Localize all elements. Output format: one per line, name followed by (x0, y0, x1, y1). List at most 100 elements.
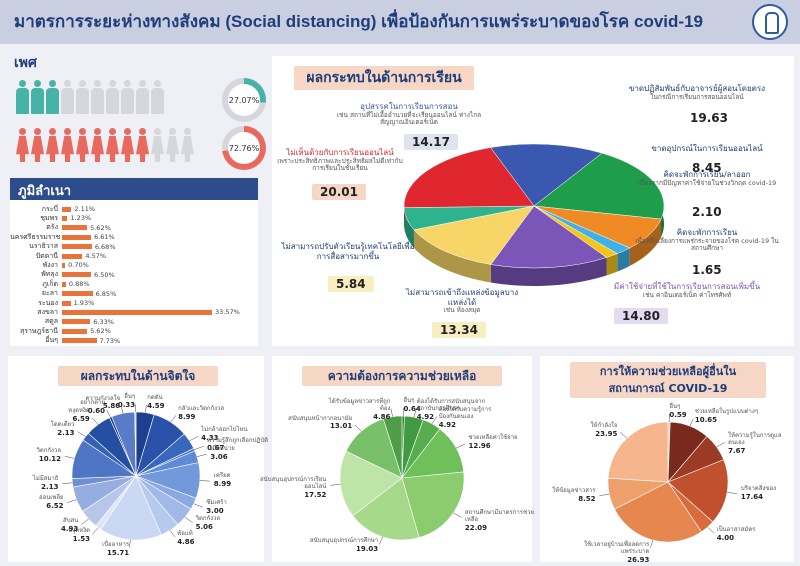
mental-leader-line (92, 417, 99, 425)
needs-slice-value: 12.96 (468, 442, 491, 451)
mental-slice-name: ซึมเศร้า (206, 499, 227, 507)
help-leader-line (727, 492, 737, 494)
province-bar (62, 244, 92, 250)
mental-slice-value: 10.12 (38, 454, 62, 463)
mental-slice-label: หงุดหงิด 1.53 (20, 527, 90, 543)
education-label: ไม่สามารถปรับตัวเรียนรู้เทคโนโลยีเพื่อกา… (278, 242, 418, 261)
mental-slice-name: สับสน (63, 516, 79, 524)
province-row: นครศรีธรรมราช 6.61% (10, 232, 115, 242)
mental-slice-value: 8.99 (213, 480, 232, 489)
mental-slice-value: 3.06 (210, 452, 228, 461)
female-person-icon (16, 128, 29, 162)
help-slice-value: 23.95 (595, 429, 618, 438)
education-slice (490, 205, 608, 269)
province-bar (62, 281, 66, 287)
education-slice (413, 205, 535, 265)
mental-slice-value: 0.60 (87, 406, 106, 415)
help-slice-name: เป็นอาสาสมัคร (716, 525, 756, 533)
mental-slice-name: โดดเดี่ยว (50, 421, 75, 429)
education-label-main: ขาดอุปกรณ์ในการเรียนออนไลน์ (651, 144, 763, 153)
education-value: 5.84 (328, 276, 374, 292)
province-chart: กระบี่ 2.11% ชุมพร 1.23% ตรัง 5.62% นครศรีธรรม… (10, 200, 258, 346)
education-value: 14.80 (614, 308, 668, 324)
province-name: นครศรีธรรมราช (10, 232, 61, 241)
mental-slice-value: 5.86 (102, 402, 121, 411)
mental-leader-line (77, 431, 86, 437)
mental-slice-label: สับสน 4.93 (8, 516, 79, 533)
mental-leader-line (64, 455, 75, 459)
mental-slice-name: อยากตาย (80, 399, 106, 407)
needs-panel: ความต้องการความช่วยเหลือ อื่นๆ 0.64 ต้องได… (260, 356, 534, 562)
mental-slice-name: ไม่กล้าออกไปไหน (201, 426, 248, 434)
education-value: 14.17 (404, 134, 458, 150)
help-slice-label: ให้กำลังใจ 23.95 (547, 421, 618, 438)
needs-slice-value: 19.03 (356, 545, 379, 554)
education-label-sub: เพื่อหลีกเลี่ยงการแพร่กระจายของโรค covid… (635, 236, 779, 253)
education-label-main: ไม่เห็นด้วยกับการเรียนออนไลน์ (286, 148, 394, 157)
province-name: อื่นๆ (45, 336, 58, 345)
mental-slice-name: เบื่อหน่าย (210, 444, 235, 452)
help-leader-line (650, 539, 654, 548)
needs-slice-name: สนับสนุนอุปกรณ์การเรียนออนไลน์ (260, 476, 327, 491)
education-value: 1.65 (692, 263, 722, 277)
education-panel: ผลกระทบในด้านการเรียน ขาดปฏิสัมพันธ์กับอ… (272, 56, 794, 346)
education-value: 8.45 (692, 161, 722, 175)
mental-leader-line (194, 446, 204, 450)
help-slice-name: ให้กำลังใจ (590, 421, 618, 429)
mental-leader-line (196, 453, 207, 457)
province-bar (62, 300, 71, 306)
province-name: สงขลา (37, 307, 58, 316)
education-label: คิดจะพักการเรียน/ลาออก เนื่องจากมีปัญหาค่… (632, 170, 782, 187)
needs-leader-line (330, 484, 341, 486)
help-leader-line (716, 442, 725, 448)
mental-slice-name: หงุดหงิด (68, 407, 90, 415)
province-row: อื่นๆ 7.73% (10, 336, 120, 346)
needs-leader-line (431, 416, 437, 424)
mental-leader-line (92, 527, 99, 535)
mental-pie (62, 404, 210, 548)
education-label-sub: เช่น ห้องสมุด (443, 306, 481, 315)
province-value: 6.85% (95, 289, 117, 298)
male-person-icon (121, 80, 134, 114)
mental-slice-value: 0.33 (117, 400, 136, 409)
education-value: 19.63 (690, 111, 728, 125)
mental-slice-label: หงุดหงิด 6.59 (20, 407, 90, 423)
education-value: 13.34 (432, 322, 486, 338)
mental-slice-name: ความรู้สึกถูกเลือกปฏิบัติ (207, 436, 269, 444)
education-label-main: อุปสรรคในการเรียนการสอน (360, 102, 458, 111)
mental-slice-label: วิตกกังวล 5.06 (195, 515, 266, 531)
help-slice-value: 0.59 (669, 410, 687, 419)
help-slice-value: 17.64 (740, 492, 764, 501)
mental-slice-value: 4.33 (201, 434, 219, 443)
needs-slice-label: ได้รับข้อมูลข่าวสารที่ถูกต้อง 4.86 (320, 398, 391, 421)
education-label: ขาดปฏิสัมพันธ์กับอาจารย์ผู้สอนโดยตรง ในกร… (612, 84, 782, 101)
male-person-icon (16, 80, 29, 114)
mental-slice-label: ความรู้สึกถูกเลือกปฏิบัติ 0.67 (207, 436, 277, 453)
mental-slice (134, 411, 137, 477)
mental-slice-name: อื่นๆ (124, 393, 136, 400)
university-logo (752, 4, 788, 40)
mental-slice-value: 0.67 (207, 444, 225, 453)
male-person-icon (76, 80, 89, 114)
education-label-sub: เช่น ค่าอินเตอร์เน็ต ค่าโทรศัพท์ (642, 290, 732, 299)
education-label-sub: เช่น สถานที่ไม่เอื้ออำนวยที่จะเรียนออนไล… (336, 110, 482, 127)
mental-slice-label: ท้อแท้ 4.86 (177, 530, 247, 546)
mental-slice-label: วิตกกังวล 10.12 (0, 447, 62, 463)
help-slice-name: ใช้เวลาอยู่บ้านเพื่อลดการแพร่ระบาด (584, 540, 650, 555)
education-slice-side (413, 229, 491, 283)
mental-slice-value: 15.71 (106, 548, 130, 557)
province-bar (62, 234, 92, 240)
mental-panel: ผลกระทบในด้านจิตใจ กดดัน 4.59 กลัวและวิตกก… (8, 356, 268, 562)
needs-slice-name: ต้องได้รับความรู้การป้องกันตนเอง (438, 405, 492, 420)
mental-slice-value: 5.06 (195, 522, 213, 531)
male-ring: 27.07% (222, 78, 266, 122)
female-person-icon (31, 128, 44, 162)
education-label-main: ไม่สามารถเข้าถึงแหล่งข้อมูลบางแหล่งได้ (405, 288, 519, 307)
mental-slice-value: 3.00 (206, 506, 224, 515)
education-slice-side (617, 247, 630, 272)
mental-slice-name: อ่อนเพลีย (39, 494, 64, 502)
help-slice-value: 26.93 (627, 555, 650, 564)
province-value: 6.33% (93, 317, 114, 326)
help-slice-name: ให้ข้อมูลข่าวสาร (552, 487, 596, 495)
needs-leader-line (354, 424, 362, 432)
